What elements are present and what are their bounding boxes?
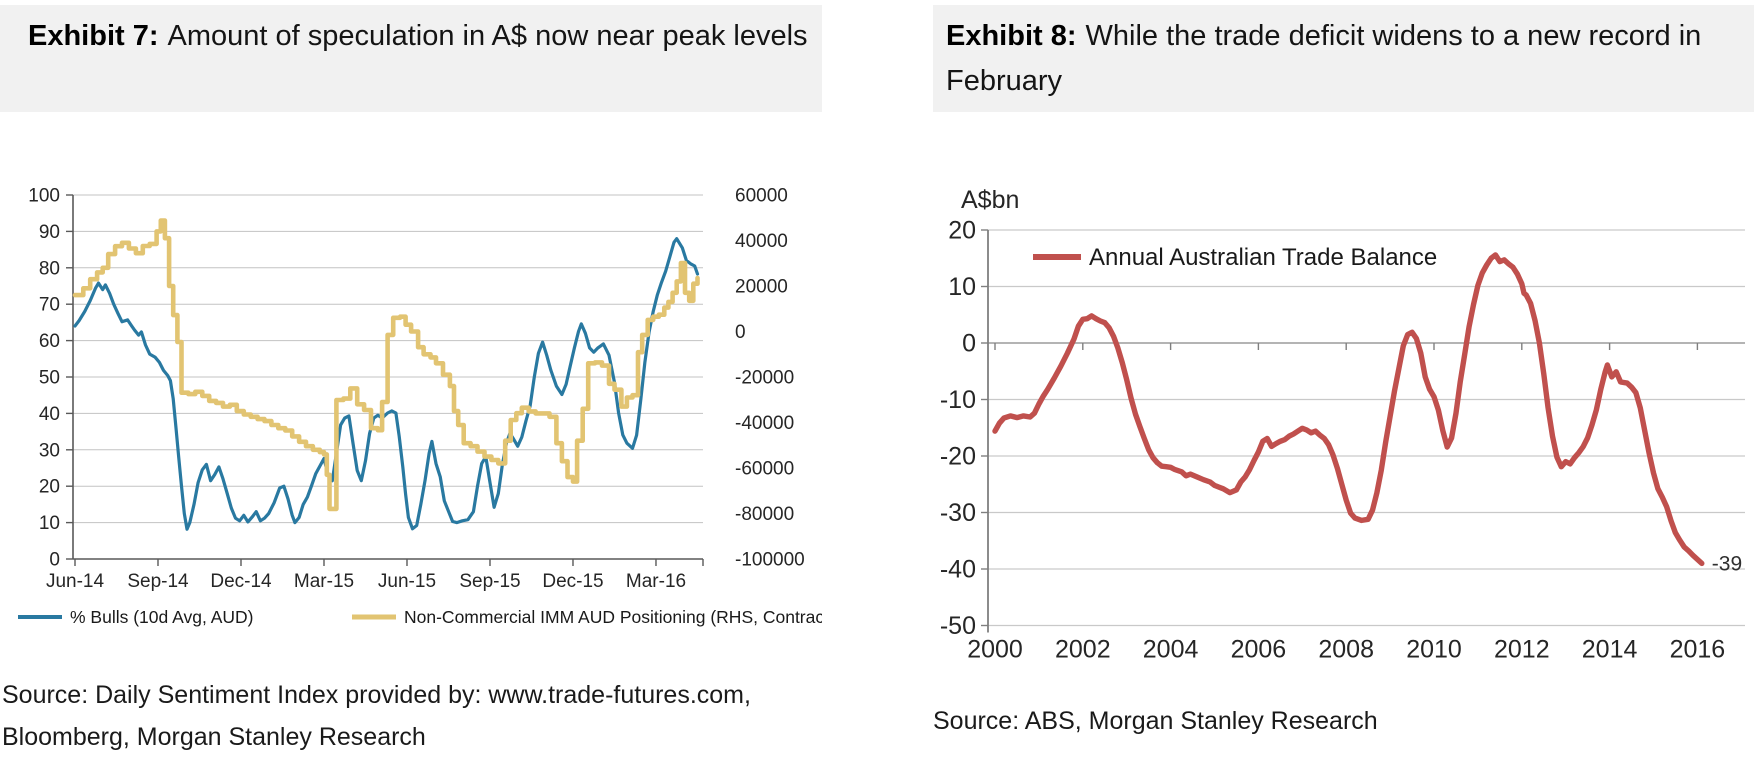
left-axis-label: 70 xyxy=(39,295,60,316)
y-axis-label: 20 xyxy=(948,217,976,245)
left-axis-label: 50 xyxy=(39,368,60,389)
series-line xyxy=(72,218,700,512)
right-axis-label: -40000 xyxy=(735,413,794,434)
left-axis-label: 90 xyxy=(39,222,60,243)
y-axis-label: -10 xyxy=(940,386,976,414)
exhibit7-chart: 0 10 20 30 40 50 60 70 80 90 100 -100000 -80000 -6000… xyxy=(18,186,822,627)
right-axis-label: 20000 xyxy=(735,277,788,298)
x-axis-label: Mar-16 xyxy=(626,571,686,592)
x-axis-label: Jun-14 xyxy=(46,571,105,592)
exhibit7-source: Source: Daily Sentiment Index provided b… xyxy=(2,674,751,758)
left-axis-label: 60 xyxy=(39,331,60,352)
legend-label: % Bulls (10d Avg, AUD) xyxy=(70,607,254,627)
x-axis-label: Sep-15 xyxy=(459,571,520,592)
y-axis-label: -30 xyxy=(940,499,976,527)
right-axis-label: 40000 xyxy=(735,231,788,252)
left-axis-label: 100 xyxy=(28,186,60,207)
exhibit8-title-label: Exhibit 8: xyxy=(946,20,1077,52)
y-axis-label: 10 xyxy=(948,273,976,301)
y-axis-title: A$bn xyxy=(961,186,1019,214)
x-axis-label: Jun-15 xyxy=(378,571,436,592)
x-axis-label: Mar-15 xyxy=(294,571,354,592)
y-axis-label: -50 xyxy=(940,612,976,640)
right-axis-label: -80000 xyxy=(735,504,794,525)
right-axis-label: 60000 xyxy=(735,186,788,207)
exhibit7-title-label: Exhibit 7: xyxy=(28,20,159,52)
legend-label: Annual Australian Trade Balance xyxy=(1089,244,1437,271)
left-axis-label: 10 xyxy=(39,513,60,534)
exhibit8-title: Exhibit 8: While the trade deficit widens… xyxy=(933,5,1754,112)
exhibit8-chart: -50 -40 -30 -20 -10 0 10 20 2000 2002 2004 2006 2008… xyxy=(940,186,1745,664)
left-axis-label: 20 xyxy=(39,477,60,498)
end-value-label: -39 xyxy=(1712,552,1742,575)
left-axis-label: 80 xyxy=(39,258,60,279)
left-axis-label: 40 xyxy=(39,404,60,425)
exhibit7-title: Exhibit 7: Amount of speculation in A$ no… xyxy=(0,5,822,112)
exhibit8-source: Source: ABS, Morgan Stanley Research xyxy=(933,707,1378,735)
x-axis-label: Sep-14 xyxy=(127,571,189,592)
x-axis-label: Dec-14 xyxy=(210,571,272,592)
y-axis-label: -40 xyxy=(940,556,976,584)
y-axis-label: -20 xyxy=(940,443,976,471)
x-axis-label: Dec-15 xyxy=(542,571,603,592)
x-axis-label: 2004 xyxy=(1143,636,1199,664)
left-axis-label: 30 xyxy=(39,440,60,461)
exhibit7-source-line2: Bloomberg, Morgan Stanley Research xyxy=(2,723,426,751)
right-axis-label: 0 xyxy=(735,322,746,343)
right-axis-label: -20000 xyxy=(735,368,794,389)
exhibit7-source-line1: Source: Daily Sentiment Index provided b… xyxy=(2,681,751,709)
x-axis-label: 2008 xyxy=(1318,636,1374,664)
right-axis-label: -60000 xyxy=(735,459,794,480)
legend-label: Non-Commercial IMM AUD Positioning (RHS,… xyxy=(404,607,822,627)
x-axis-label: 2002 xyxy=(1055,636,1111,664)
x-axis-label: 2014 xyxy=(1582,636,1638,664)
exhibit8-title-text: While the trade deficit widens to a new … xyxy=(946,20,1702,97)
x-axis-label: 2000 xyxy=(967,636,1023,664)
right-axis-label: -100000 xyxy=(735,550,805,571)
y-axis-label: 0 xyxy=(962,330,976,358)
x-axis-label: 2006 xyxy=(1231,636,1287,664)
x-axis-label: 2010 xyxy=(1406,636,1462,664)
series-line xyxy=(992,252,1705,567)
left-axis-label: 0 xyxy=(49,550,60,571)
exhibit7-title-text: Amount of speculation in A$ now near pea… xyxy=(167,20,808,52)
x-axis-label: 2016 xyxy=(1670,636,1726,664)
x-axis-label: 2012 xyxy=(1494,636,1550,664)
